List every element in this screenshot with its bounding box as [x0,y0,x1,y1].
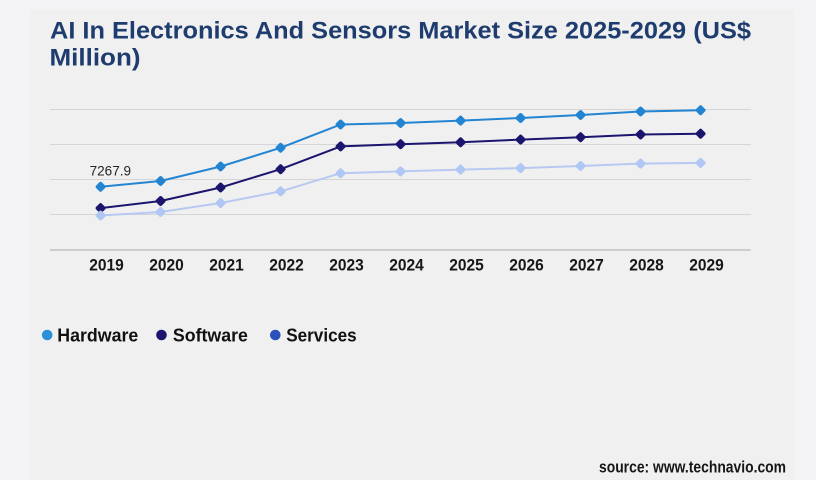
svg-text:2028: 2028 [629,256,664,275]
svg-text:2020: 2020 [149,256,184,275]
svg-text:2019: 2019 [89,256,124,275]
svg-text:2027: 2027 [569,256,604,275]
svg-text:Million): Million) [50,44,141,71]
svg-text:source: www.technavio.com: source: www.technavio.com [599,459,786,477]
svg-text:Software: Software [173,325,248,345]
svg-text:2021: 2021 [209,256,244,275]
svg-text:2025: 2025 [449,256,484,275]
svg-text:AI In Electronics And Sensors: AI In Electronics And Sensors Market Siz… [50,17,751,44]
svg-text:Hardware: Hardware [57,325,138,345]
svg-text:2026: 2026 [509,256,544,275]
svg-text:2029: 2029 [689,256,724,275]
svg-text:7267.9: 7267.9 [90,162,132,178]
svg-text:2023: 2023 [329,256,364,275]
svg-text:2022: 2022 [269,256,304,275]
svg-text:2024: 2024 [389,256,424,275]
svg-text:Services: Services [286,325,357,345]
